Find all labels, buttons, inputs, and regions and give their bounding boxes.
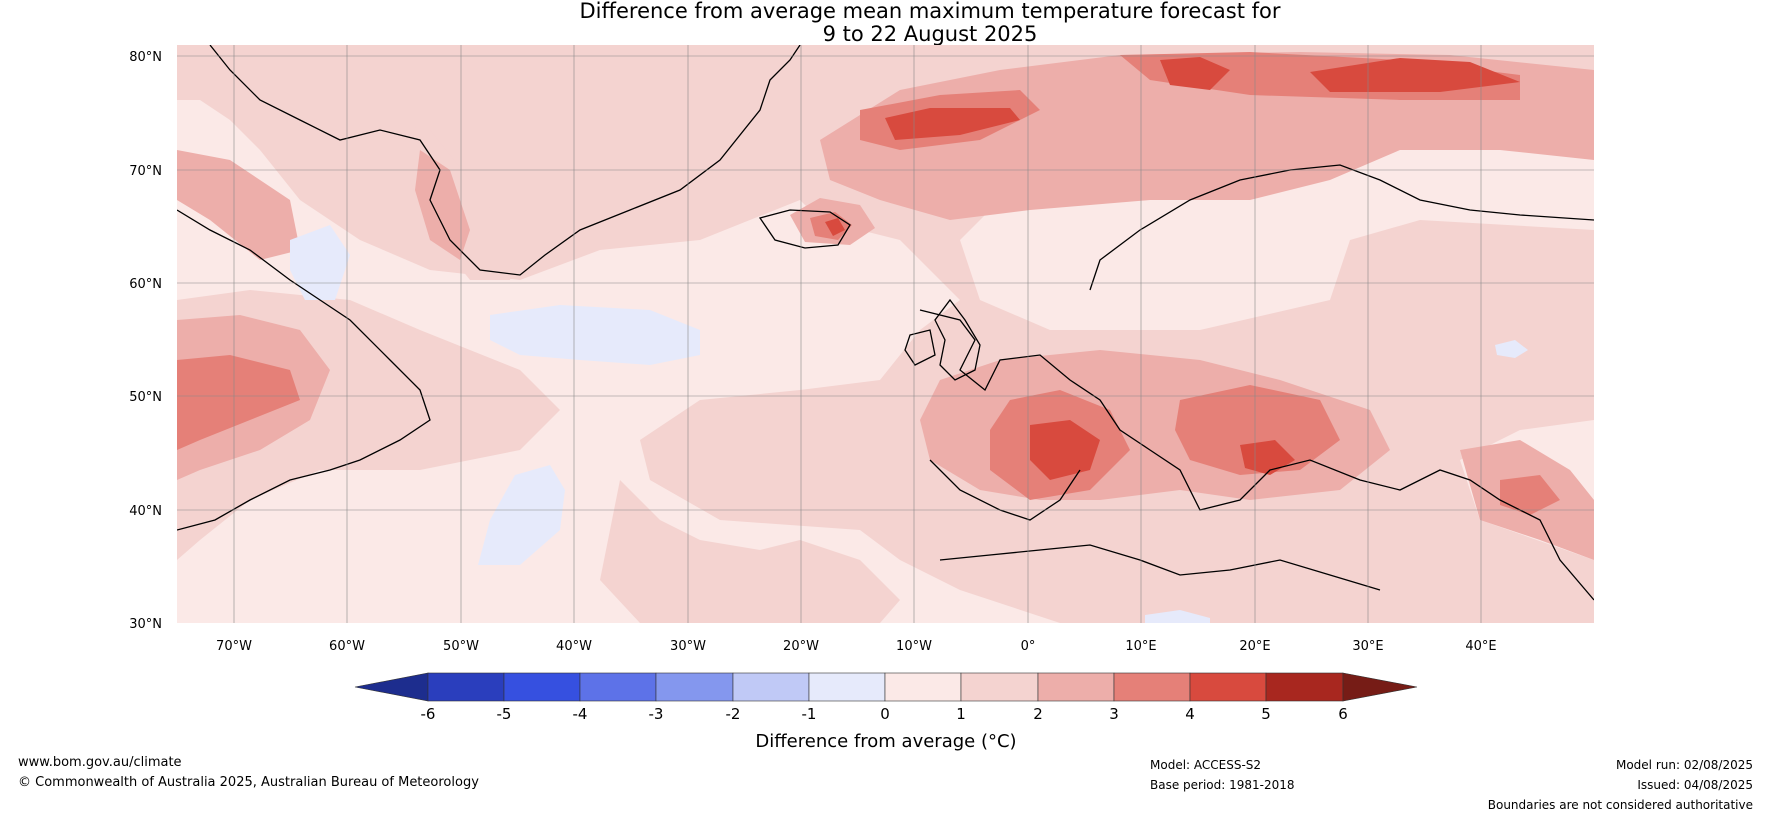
map-title-line2: 9 to 22 August 2025	[822, 22, 1038, 46]
anomaly-region	[177, 355, 300, 450]
issued-text: Issued: 04/08/2025	[1637, 778, 1753, 792]
lon-label: 10°W	[896, 639, 932, 654]
coastline-europe	[919, 309, 1594, 601]
anomaly-region	[825, 218, 845, 236]
colorbar-cell	[1113, 672, 1191, 702]
colorbar-tick: 5	[1261, 705, 1271, 723]
lat-label: 30°N	[129, 617, 162, 632]
anomaly-region	[600, 480, 900, 623]
colorbar-tick: 6	[1338, 705, 1348, 723]
colorbar-cell	[884, 672, 962, 702]
lon-label: 0°	[1021, 639, 1036, 654]
colorbar-tick: -5	[497, 705, 512, 723]
lon-label: 10°E	[1125, 639, 1156, 654]
lon-label: 20°W	[783, 639, 819, 654]
anomaly-region	[885, 108, 1020, 140]
colorbar-tick: -1	[802, 705, 817, 723]
anomaly-region	[290, 225, 350, 300]
colorbar-tick: 0	[880, 705, 890, 723]
colorbar-cell	[354, 672, 429, 702]
anomaly-field	[177, 45, 1594, 623]
anomaly-region	[1145, 610, 1210, 623]
coastline-greenland	[209, 45, 801, 276]
lon-label: 40°E	[1465, 639, 1496, 654]
colorbar-cell	[1037, 672, 1115, 702]
lat-label: 80°N	[129, 50, 162, 65]
colorbar-cell	[808, 672, 886, 702]
colorbar	[354, 672, 1418, 702]
colorbar-tick: -4	[573, 705, 588, 723]
website-text: www.bom.gov.au/climate	[18, 755, 182, 770]
graticule	[177, 45, 1594, 623]
colorbar-ticks: -6 -5 -4 -3 -2 -1 0 1 2 3 4 5 6	[421, 705, 1348, 723]
lat-label: 50°N	[129, 390, 162, 405]
colorbar-label: Difference from average (°C)	[755, 731, 1016, 752]
colorbar-tick: -6	[421, 705, 436, 723]
colorbar-tick: 1	[956, 705, 966, 723]
colorbar-cell	[1265, 672, 1344, 702]
anomaly-region	[1240, 440, 1295, 475]
map-title-line1: Difference from average mean maximum tem…	[579, 0, 1281, 23]
anomaly-region	[1500, 475, 1560, 515]
model-run-text: Model run: 02/08/2025	[1615, 758, 1753, 772]
longitude-labels: 70°W 60°W 50°W 40°W 30°W 20°W 10°W 0° 10…	[216, 639, 1497, 654]
coastline-scandinavia	[1089, 164, 1594, 291]
colorbar-tick: 2	[1033, 705, 1043, 723]
anomaly-region	[1175, 385, 1340, 475]
disclaimer-text: Boundaries are not considered authoritat…	[1487, 798, 1753, 812]
lon-label: 30°E	[1352, 639, 1383, 654]
lon-label: 70°W	[216, 639, 252, 654]
model-text: Model: ACCESS-S2	[1150, 758, 1262, 772]
colorbar-tick: -3	[649, 705, 664, 723]
colorbar-cell	[1342, 672, 1418, 702]
lon-label: 50°W	[443, 639, 479, 654]
coastlines	[177, 45, 1594, 601]
colorbar-cell	[503, 672, 581, 702]
colorbar-cell	[427, 672, 505, 702]
colorbar-cell	[655, 672, 734, 702]
anomaly-region	[1160, 57, 1230, 90]
lat-label: 60°N	[129, 277, 162, 292]
lon-label: 60°W	[329, 639, 365, 654]
lat-label: 70°N	[129, 164, 162, 179]
coastline-africa	[939, 544, 1381, 591]
anomaly-region	[415, 150, 470, 260]
coastline-north-america	[177, 209, 431, 531]
coastline-iceland	[758, 209, 851, 249]
latitude-labels: 80°N 70°N 60°N 50°N 40°N 30°N	[129, 50, 162, 632]
coastline-iberia	[929, 459, 1081, 521]
base-period-text: Base period: 1981-2018	[1150, 778, 1295, 792]
lon-label: 30°W	[670, 639, 706, 654]
copyright-text: © Commonwealth of Australia 2025, Austra…	[18, 775, 479, 790]
colorbar-tick: 4	[1185, 705, 1195, 723]
anomaly-region	[478, 465, 565, 565]
lon-label: 20°E	[1239, 639, 1270, 654]
anomaly-region	[1310, 58, 1520, 92]
colorbar-tick: 3	[1109, 705, 1119, 723]
colorbar-tick: -2	[726, 705, 741, 723]
lat-label: 40°N	[129, 504, 162, 519]
coastline-ireland	[904, 329, 936, 366]
anomaly-region	[1495, 340, 1528, 358]
coastline-britain	[934, 298, 981, 381]
anomaly-region	[490, 305, 700, 365]
colorbar-cell	[732, 672, 810, 702]
anomaly-region	[177, 150, 300, 260]
colorbar-cell	[1189, 672, 1267, 702]
colorbar-cell	[960, 672, 1039, 702]
anomaly-region	[1030, 420, 1100, 480]
lon-label: 40°W	[556, 639, 592, 654]
colorbar-cell	[579, 672, 657, 702]
